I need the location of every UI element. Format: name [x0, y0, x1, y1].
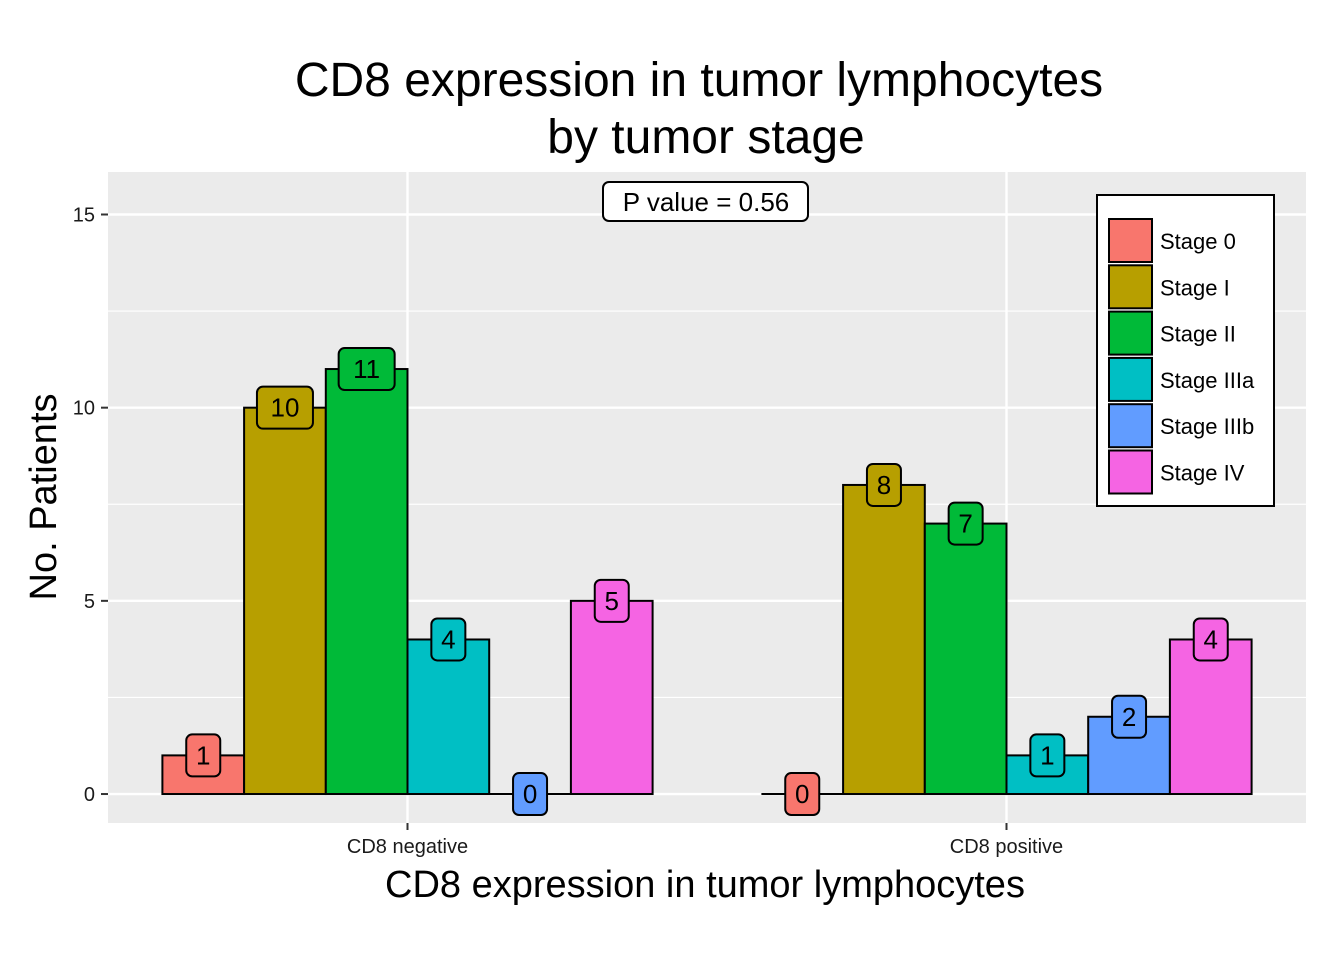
legend-label: Stage IIIb [1160, 414, 1254, 439]
y-axis-title: No. Patients [23, 394, 65, 601]
data-label: 11 [353, 354, 380, 384]
data-label-box [337, 347, 396, 392]
legend-key [1108, 403, 1153, 449]
legend: Stage 0 Stage I Stage II Stage IIIa Stage II… [1096, 194, 1275, 507]
legend-label: Stage IV [1160, 461, 1245, 486]
bar [1168, 638, 1253, 796]
legend-key [1108, 356, 1153, 402]
data-label: 1 [1040, 740, 1054, 770]
x-tick-label: CD8 positive [950, 836, 1063, 858]
y-tick-label: 15 [73, 204, 95, 226]
y-axis: 0 5 10 15 [73, 204, 108, 806]
bars-group [161, 368, 1253, 796]
legend-label: Stage II [1160, 322, 1236, 347]
data-label: 10 [270, 393, 299, 423]
data-label-box [430, 617, 467, 662]
data-label-box [255, 385, 314, 430]
x-axis-title: CD8 expression in tumor lymphocytes [385, 864, 1025, 906]
bar [406, 638, 491, 796]
data-label: 7 [958, 509, 972, 539]
data-label: 0 [795, 779, 809, 809]
legend-label: Stage IIIa [1160, 368, 1255, 393]
legend-key [1108, 264, 1153, 310]
data-label: 4 [441, 624, 455, 654]
p-value-annotation: P value = 0.56 [602, 181, 809, 222]
data-label: 4 [1204, 624, 1218, 654]
legend-key [1108, 310, 1153, 356]
data-label-box [1111, 694, 1148, 739]
data-label-box [512, 772, 549, 817]
data-label-box [593, 578, 630, 623]
legend-label: Stage I [1160, 275, 1230, 300]
y-tick-label: 5 [84, 591, 95, 613]
bar [923, 522, 1008, 796]
p-value-text: P value = 0.56 [623, 187, 790, 217]
data-label: 2 [1122, 702, 1136, 732]
data-label-box [1192, 617, 1229, 662]
bar [842, 483, 926, 796]
data-label-box [947, 501, 984, 546]
data-label: 8 [877, 470, 891, 500]
p-value-box [602, 181, 809, 222]
chart-title-line-2: by tumor stage [547, 111, 864, 164]
data-label-box [784, 772, 821, 817]
data-label-box [185, 733, 222, 778]
chart-title-line-1: CD8 expression in tumor lymphocytes [295, 54, 1103, 107]
bar [569, 599, 654, 796]
data-label: 0 [523, 779, 537, 809]
y-tick-label: 10 [73, 398, 95, 420]
y-tick-label: 0 [84, 784, 95, 806]
x-axis: CD8 negative CD8 positive [347, 823, 1063, 858]
x-tick-label: CD8 negative [347, 836, 468, 858]
bar [324, 368, 409, 796]
data-label-box [865, 462, 902, 507]
data-label: 1 [196, 740, 210, 770]
legend-key [1108, 218, 1153, 263]
legend-label: Stage 0 [1160, 229, 1236, 254]
chart-title: CD8 expression in tumor lymphocytes by t… [295, 54, 1103, 164]
data-label: 5 [605, 586, 619, 616]
legend-key [1108, 449, 1153, 495]
bar [243, 406, 327, 796]
data-label-box [1029, 733, 1066, 778]
